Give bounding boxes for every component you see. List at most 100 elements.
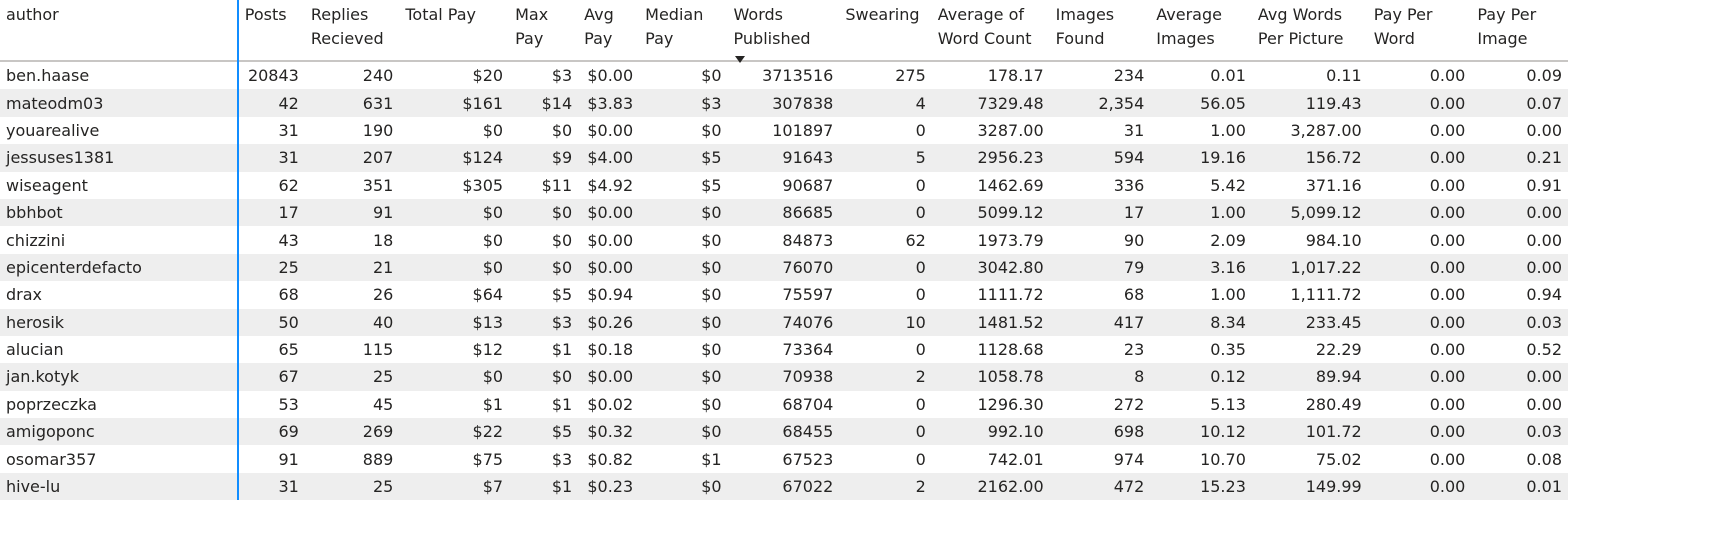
- cell-swearing: 0: [839, 253, 932, 282]
- cell-total-pay: $0: [399, 253, 510, 282]
- cell-avg-pay: $0.00: [578, 253, 640, 282]
- cell-words: 68455: [727, 418, 840, 446]
- cell-avg-pay: $3.83: [578, 89, 640, 117]
- cell-median-pay: $3: [639, 89, 728, 117]
- cell-avg-images: 56.05: [1150, 89, 1252, 117]
- column-header-label: Pay Per Word: [1373, 5, 1433, 48]
- column-header-total-pay[interactable]: Total Pay: [399, 0, 509, 61]
- cell-posts: 91: [237, 445, 305, 473]
- cell-author: alucian: [0, 335, 239, 364]
- cell-avg-images: 0.01: [1150, 59, 1252, 90]
- cell-words: 74076: [727, 308, 840, 336]
- column-header-author[interactable]: author: [0, 0, 239, 61]
- column-header-avg-words-pic[interactable]: Avg Words Per Picture: [1252, 0, 1368, 61]
- table-row[interactable]: wiseagent 62 351 $305 $11 $4.92 $5 90687 0 1462.6…: [0, 171, 1568, 199]
- cell-max-pay: $1: [509, 335, 579, 364]
- cell-median-pay: $0: [639, 390, 728, 419]
- table-row[interactable]: epicenterdefacto 25 21 $0 $0 $0.00 $0 76070 0 304…: [0, 253, 1568, 282]
- cell-words: 73364: [727, 335, 840, 364]
- column-header-replies[interactable]: Replies Recieved: [305, 0, 400, 61]
- header-row: author Posts Replies Recieved Total Pay Max …: [0, 0, 1568, 63]
- table-row[interactable]: herosik 50 40 $13 $3 $0.26 $0 74076 10 1481.52 417…: [0, 308, 1568, 336]
- column-header-avg-word-count[interactable]: Average of Word Count: [932, 0, 1050, 61]
- table-row[interactable]: poprzeczka 53 45 $1 $1 $0.02 $0 68704 0 1296.30 27…: [0, 390, 1568, 419]
- table-row[interactable]: jessuses1381 31 207 $124 $9 $4.00 $5 91643 5 2956…: [0, 144, 1568, 172]
- table-row[interactable]: mateodm03 42 631 $161 $14 $3.83 $3 307838 4 7329.…: [0, 89, 1568, 117]
- cell-avg-word-count: 1111.72: [931, 281, 1050, 309]
- column-header-median-pay[interactable]: Median Pay: [639, 0, 727, 61]
- cell-avg-pay: $0.18: [578, 335, 640, 364]
- cell-total-pay: $0: [399, 198, 510, 227]
- cell-avg-words-pic: 156.72: [1251, 144, 1368, 172]
- cell-max-pay: $5: [509, 281, 579, 309]
- column-header-pay-per-word[interactable]: Pay Per Word: [1368, 0, 1472, 61]
- data-table: author Posts Replies Recieved Total Pay Max …: [0, 0, 1568, 501]
- table-row[interactable]: bbhbot 17 91 $0 $0 $0.00 $0 86685 0 5099.12 17 1.00…: [0, 198, 1568, 227]
- table-row[interactable]: youarealive 31 190 $0 $0 $0.00 $0 101897 0 3287.0…: [0, 116, 1568, 145]
- cell-avg-pay: $4.92: [578, 171, 640, 199]
- cell-total-pay: $124: [399, 144, 510, 172]
- cell-median-pay: $0: [639, 335, 728, 364]
- cell-max-pay: $3: [509, 445, 579, 473]
- column-header-swearing[interactable]: Swearing: [839, 0, 931, 61]
- cell-pay-per-word: 0.00: [1367, 308, 1472, 336]
- cell-images-found: 79: [1049, 253, 1151, 282]
- cell-avg-pay: $0.23: [578, 472, 640, 501]
- cell-replies: 21: [304, 253, 400, 282]
- cell-avg-word-count: 1973.79: [931, 226, 1050, 254]
- cell-avg-words-pic: 119.43: [1251, 89, 1368, 117]
- cell-posts: 42: [237, 89, 305, 117]
- cell-avg-word-count: 3287.00: [931, 116, 1050, 145]
- cell-author: hive-lu: [0, 472, 239, 501]
- cell-author: wiseagent: [0, 171, 239, 199]
- cell-pay-per-image: 0.09: [1471, 59, 1568, 90]
- cell-avg-word-count: 1128.68: [931, 335, 1050, 364]
- column-header-posts[interactable]: Posts: [238, 0, 305, 61]
- cell-pay-per-word: 0.00: [1367, 89, 1472, 117]
- column-header-max-pay[interactable]: Max Pay: [509, 0, 578, 61]
- cell-replies: 190: [304, 116, 400, 145]
- cell-pay-per-word: 0.00: [1367, 472, 1472, 501]
- column-header-pay-per-image[interactable]: Pay Per Image: [1471, 0, 1568, 61]
- cell-avg-pay: $0.94: [578, 281, 640, 309]
- table-header: author Posts Replies Recieved Total Pay Max …: [0, 0, 1568, 63]
- cell-median-pay: $0: [639, 198, 728, 227]
- column-header-label: Average of Word Count: [937, 5, 1032, 48]
- cell-avg-images: 10.12: [1150, 418, 1252, 446]
- cell-median-pay: $1: [639, 445, 728, 473]
- cell-replies: 18: [304, 226, 400, 254]
- column-header-label: Average Images: [1156, 5, 1222, 48]
- cell-replies: 351: [304, 171, 400, 199]
- table-row[interactable]: hive-lu 31 25 $7 $1 $0.23 $0 67022 2 2162.00 472 15…: [0, 472, 1568, 501]
- table-row[interactable]: osomar357 91 889 $75 $3 $0.82 $1 67523 0 742.01 97…: [0, 445, 1568, 473]
- table-row[interactable]: chizzini 43 18 $0 $0 $0.00 $0 84873 62 1973.79 90 2…: [0, 226, 1568, 254]
- cell-author: bbhbot: [0, 198, 239, 227]
- cell-images-found: 272: [1049, 390, 1151, 419]
- cell-avg-words-pic: 984.10: [1251, 226, 1368, 254]
- table-row[interactable]: alucian 65 115 $12 $1 $0.18 $0 73364 0 1128.68 23 0…: [0, 335, 1568, 364]
- cell-pay-per-image: 0.94: [1471, 281, 1568, 309]
- cell-avg-word-count: 742.01: [931, 445, 1050, 473]
- column-header-avg-pay[interactable]: Avg Pay: [578, 0, 639, 61]
- cell-pay-per-word: 0.00: [1367, 226, 1472, 254]
- table-row[interactable]: ben.haase 20843 240 $20 $3 $0.00 $0 3713516 275 1…: [0, 59, 1568, 90]
- cell-pay-per-word: 0.00: [1367, 171, 1472, 199]
- table-row[interactable]: jan.kotyk 67 25 $0 $0 $0.00 $0 70938 2 1058.78 8 0.…: [0, 363, 1568, 391]
- cell-avg-words-pic: 101.72: [1251, 418, 1368, 446]
- cell-max-pay: $0: [509, 198, 579, 227]
- cell-avg-word-count: 2162.00: [931, 472, 1050, 501]
- column-header-words[interactable]: Words Published: [728, 0, 840, 63]
- cell-max-pay: $5: [509, 418, 579, 446]
- column-header-avg-images[interactable]: Average Images: [1150, 0, 1252, 61]
- table-row[interactable]: amigoponc 69 269 $22 $5 $0.32 $0 68455 0 992.10 69…: [0, 418, 1568, 446]
- cell-avg-pay: $0.26: [578, 308, 640, 336]
- cell-words: 86685: [727, 198, 840, 227]
- cell-author: epicenterdefacto: [0, 253, 239, 282]
- cell-median-pay: $0: [639, 281, 728, 309]
- cell-posts: 31: [237, 144, 305, 172]
- cell-avg-words-pic: 233.45: [1251, 308, 1368, 336]
- table-body: ben.haase 20843 240 $20 $3 $0.00 $0 3713516 275 1…: [0, 59, 1568, 501]
- sort-descending-icon[interactable]: [734, 56, 745, 63]
- table-row[interactable]: drax 68 26 $64 $5 $0.94 $0 75597 0 1111.72 68 1.00 1…: [0, 281, 1568, 309]
- column-header-images-found[interactable]: Images Found: [1050, 0, 1151, 61]
